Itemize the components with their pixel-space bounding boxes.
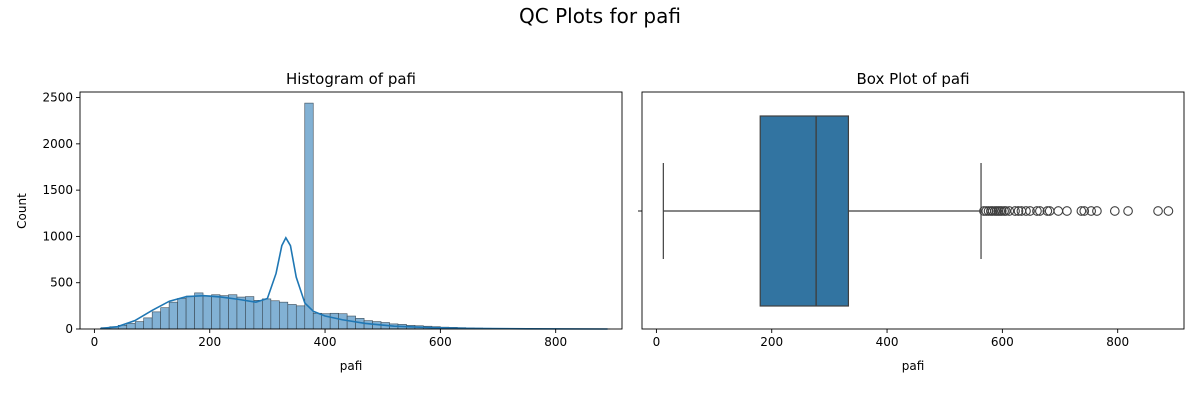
kde-curve [100,236,608,330]
histogram-bar [168,301,178,330]
outlier-point [1032,206,1042,216]
histogram-bar [160,307,170,330]
outlier-point [1053,206,1064,216]
histogram-bar [329,312,339,330]
outlier-point [1109,206,1120,216]
histogram-bar [202,295,212,330]
outlier-point [987,206,998,216]
histogram-bar [346,315,356,330]
histogram-bar [219,295,229,330]
outlier-point [1123,206,1133,216]
histogram-x-label: pafi [340,359,363,373]
boxplot-panel: Box Plot of pafi 0 200 400 600 800 pafi [638,70,1185,373]
outlier-point [1163,206,1174,216]
outlier-point [1086,206,1097,216]
histogram-bar [194,292,204,330]
histogram-y-ticks: 0 500 1000 1500 2000 2500 [42,91,80,336]
histogram-bar [287,304,297,330]
x-tick-label: 0 [91,335,99,349]
histogram-bar [253,300,263,330]
boxplot-title: Box Plot of pafi [856,70,969,88]
x-tick-label: 200 [198,335,221,349]
y-tick-label: 500 [50,276,73,290]
x-tick-label: 400 [876,335,899,349]
figure-title: QC Plots for pafi [519,4,681,28]
x-tick-label: 800 [1106,335,1129,349]
histogram-bar [177,298,187,330]
histogram-bar [304,102,314,330]
outlier-point [1010,206,1020,216]
histogram-bar [338,313,348,330]
histogram-bar [312,312,323,330]
outlier-point [1153,206,1163,216]
y-tick-label: 2500 [42,91,73,105]
histogram-bars [101,102,611,330]
boxplot-body [662,115,982,307]
histogram-bar [151,311,161,330]
histogram-title: Histogram of pafi [286,70,416,88]
x-tick-label: 600 [991,335,1014,349]
y-tick-label: 1500 [42,183,73,197]
outlier-point [1013,206,1024,216]
histogram-bar [295,305,306,330]
y-tick-label: 0 [65,322,73,336]
outlier-point [1062,206,1072,216]
x-tick-label: 600 [429,335,452,349]
histogram-bar [262,298,272,330]
x-tick-label: 800 [544,335,567,349]
histogram-y-label: Count [15,193,29,229]
boxplot-x-label: pafi [902,359,925,373]
interquartile-box [759,115,850,307]
outlier-point [1076,206,1087,216]
outlier-point [996,206,1007,216]
outlier-point [1025,206,1035,216]
outlier-point [1035,206,1045,216]
histogram-panel: Histogram of pafi 0 200 400 600 800 0 500 1000… [15,70,623,373]
boxplot-axes-frame [641,91,1185,330]
y-tick-label: 1000 [42,229,73,243]
outlier-point [1042,206,1053,216]
outlier-point [1004,206,1015,216]
histogram-bar [236,296,246,330]
histogram-x-ticks: 0 200 400 600 800 [91,329,567,349]
histogram-bar [134,321,145,330]
x-tick-label: 400 [314,335,337,349]
outlier-point [1021,206,1031,216]
histogram-bar [363,320,373,330]
boxplot-outliers [979,206,1174,216]
histogram-bar [143,317,153,330]
histogram-bar [211,294,221,330]
histogram-bar [270,300,280,330]
y-tick-label: 2000 [42,137,73,151]
histogram-bar [185,295,195,330]
histogram-bar [228,294,238,330]
histogram-bar [126,323,136,330]
outlier-point [1092,206,1102,216]
histogram-bar [279,301,289,330]
outlier-point [1079,206,1090,216]
histogram-axes-frame [79,91,623,330]
x-tick-label: 200 [760,335,783,349]
boxplot-x-ticks: 0 200 400 600 800 [653,329,1129,349]
outlier-point [1000,206,1011,216]
x-tick-label: 0 [653,335,661,349]
